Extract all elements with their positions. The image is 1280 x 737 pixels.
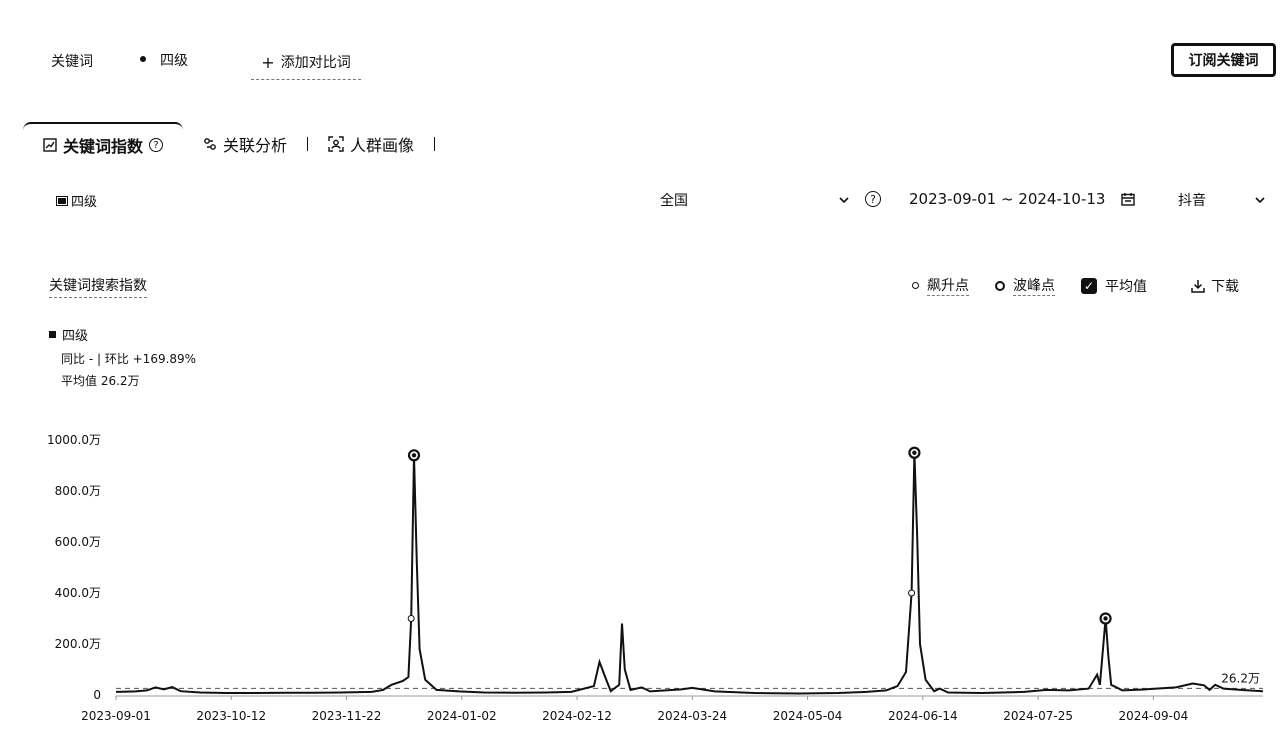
- series-chip-label: 四级: [71, 195, 98, 210]
- checkbox-checked-icon: ✓: [1081, 277, 1097, 294]
- y-tick-label: 0: [93, 688, 101, 702]
- x-tick-label: 2023-09-01: [81, 709, 151, 723]
- keyword-value: 四级: [160, 53, 188, 69]
- series-color-icon: [56, 195, 68, 206]
- region-value: 全国: [660, 193, 688, 209]
- x-axis: 2023-09-01 2023-10-12 2023-11-22 2024-01-02…: [81, 695, 1263, 723]
- series-chip: 四级: [56, 191, 97, 210]
- keyword-label: 关键词: [51, 54, 93, 70]
- y-tick-label: 1000.0万: [47, 433, 101, 447]
- date-range-picker[interactable]: 2023-09-01 ~ 2024-10-13: [909, 190, 1106, 208]
- y-tick-label: 200.0万: [55, 637, 101, 651]
- x-tick-label: 2024-06-14: [888, 709, 958, 723]
- chevron-down-icon: [839, 197, 849, 204]
- region-select[interactable]: 全国: [660, 189, 850, 211]
- legend-average-text: 平均值 26.2万: [61, 374, 140, 388]
- surge-point-toggle[interactable]: 飙升点: [912, 275, 969, 296]
- chart-title: 关键词搜索指数: [49, 275, 147, 298]
- surge-point[interactable]: [407, 615, 415, 622]
- link-icon: [204, 138, 216, 150]
- legend-series: 四级: [49, 325, 88, 344]
- x-tick-label: 2024-01-02: [427, 709, 497, 723]
- x-tick-label: 2024-05-04: [773, 709, 843, 723]
- y-tick-label: 800.0万: [55, 484, 101, 498]
- tab-keyword-index[interactable]: 关键词指数 ?: [23, 122, 184, 166]
- legend-series-label: 四级: [62, 329, 89, 344]
- peak-point-icon: [995, 280, 1005, 291]
- help-icon[interactable]: ?: [149, 138, 164, 152]
- download-icon: [1191, 279, 1205, 293]
- peak-point-toggle[interactable]: 波峰点: [995, 275, 1055, 296]
- series-line-四级: [115, 452, 1264, 695]
- tab-label: 关键词指数: [63, 137, 144, 156]
- peak-point-center: [411, 453, 417, 458]
- legend-compare-text: 同比 - | 环比 +169.89%: [61, 352, 197, 366]
- tab-bar: 关键词指数 ? 关联分析 人群画像: [23, 122, 436, 166]
- platform-value: 抖音: [1178, 193, 1206, 209]
- x-tick-label: 2024-02-12: [542, 709, 612, 723]
- peak-point-label: 波峰点: [1013, 275, 1055, 296]
- tab-audience-profile[interactable]: 人群画像: [308, 122, 434, 166]
- subscribe-keyword-button[interactable]: 订阅关键词: [1171, 43, 1276, 77]
- tab-label: 人群画像: [350, 136, 415, 155]
- y-axis: 0 200.0万 400.0万 600.0万 800.0万 1000.0万: [47, 433, 101, 702]
- calendar-icon[interactable]: [1121, 192, 1135, 206]
- average-label: 平均值: [1105, 278, 1147, 295]
- average-value-label: 26.2万: [1221, 671, 1260, 685]
- x-tick-label: 2023-11-22: [312, 709, 382, 723]
- legend-square-icon: [49, 331, 56, 338]
- x-tick-label: 2023-10-12: [196, 709, 266, 723]
- peak-point-center: [912, 450, 917, 455]
- trend-chart-icon: [43, 138, 57, 152]
- y-tick-label: 600.0万: [55, 535, 101, 549]
- chart-toolbar: 飙升点 波峰点 ✓ 平均值 下载: [912, 275, 1239, 296]
- x-tick-label: 2024-03-24: [657, 709, 727, 723]
- markers: [407, 446, 1112, 625]
- tab-label: 关联分析: [223, 136, 288, 155]
- surge-point[interactable]: [908, 589, 916, 597]
- plus-icon: +: [261, 52, 275, 72]
- average-toggle[interactable]: ✓ 平均值: [1081, 276, 1147, 296]
- keyword-bullet-icon: [140, 56, 146, 62]
- x-tick-label: 2024-09-04: [1118, 709, 1188, 723]
- y-tick-label: 400.0万: [55, 586, 101, 600]
- x-tick-label: 2024-07-25: [1003, 709, 1073, 723]
- user-scan-icon: [328, 136, 344, 152]
- tab-related-analysis[interactable]: 关联分析: [183, 122, 307, 166]
- tab-divider: [434, 137, 436, 151]
- add-compare-button[interactable]: + 添加对比词: [251, 45, 361, 80]
- download-label: 下载: [1211, 278, 1239, 295]
- download-button[interactable]: 下载: [1191, 276, 1239, 296]
- help-icon[interactable]: ?: [865, 191, 881, 207]
- surge-point-icon: [912, 282, 919, 289]
- platform-select[interactable]: 抖音: [1178, 189, 1266, 211]
- surge-point-label: 飙升点: [927, 275, 969, 296]
- chevron-down-icon: [1255, 197, 1265, 204]
- add-compare-label: 添加对比词: [280, 55, 351, 71]
- peak-point-center: [1103, 616, 1108, 621]
- tab-divider: [307, 137, 309, 151]
